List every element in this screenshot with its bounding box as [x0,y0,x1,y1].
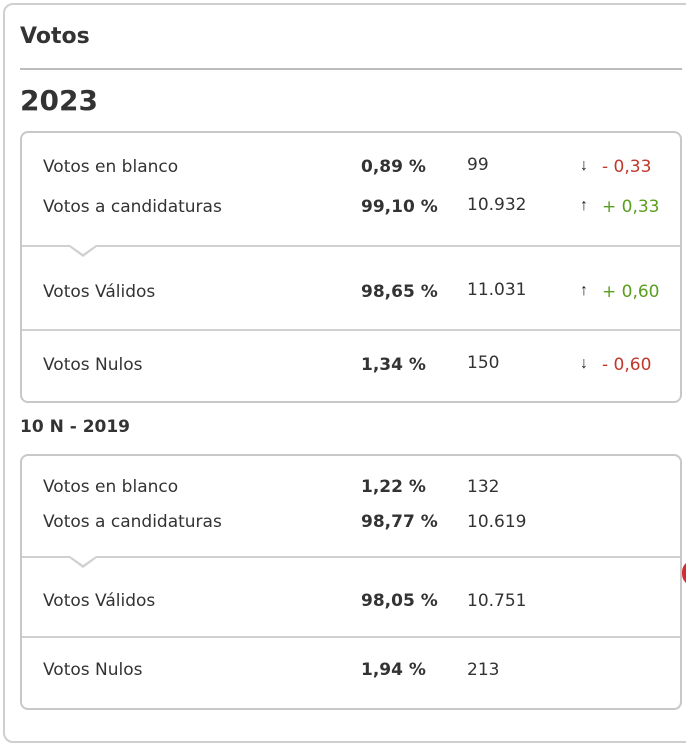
row-votos-validos: Votos Válidos 98,05 % 10.751 [22,587,680,617]
row-count: 150 [467,353,500,373]
row-votos-validos: Votos Válidos 98,65 % 11.031 ↑ + 0,60 [22,278,680,308]
row-label: Votos Válidos [43,591,156,611]
row-votos-en-blanco: Votos en blanco 0,89 % 99 ↓ - 0,33 [22,153,680,183]
row-votos-a-candidaturas: Votos a candidaturas 99,10 % 10.932 ↑ + … [22,193,680,223]
arrow-down-icon: ↓ [580,355,588,372]
row-votos-en-blanco: Votos en blanco 1,22 % 132 [22,473,680,503]
row-percentage: 99,10 % [361,197,438,217]
row-count: 10.619 [467,512,527,532]
row-votos-a-candidaturas: Votos a candidaturas 98,77 % 10.619 [22,508,680,538]
divider-notch [68,245,98,257]
row-divider [22,329,680,331]
row-label: Votos en blanco [43,477,179,497]
row-count: 10.932 [467,195,527,215]
row-difference: + 0,33 [602,197,660,217]
arrow-up-icon: ↑ [580,197,588,214]
row-count: 132 [467,477,500,497]
section-title-2023: 2023 [20,84,98,117]
row-percentage: 98,05 % [361,591,438,611]
red-circle-edge [682,560,686,586]
section-title-2019: 10 N - 2019 [20,417,131,437]
row-label: Votos a candidaturas [43,197,222,217]
row-percentage: 98,65 % [361,282,438,302]
row-count: 11.031 [467,280,527,300]
divider-notch [68,556,98,568]
row-difference: - 0,60 [602,355,652,375]
row-divider [22,245,680,247]
row-percentage: 1,34 % [361,355,426,375]
title-divider [20,68,682,70]
row-votos-nulos: Votos Nulos 1,94 % 213 [22,656,680,686]
row-votos-nulos: Votos Nulos 1,34 % 150 ↓ - 0,60 [22,351,680,381]
arrow-up-icon: ↑ [580,282,588,299]
row-percentage: 1,22 % [361,477,426,497]
row-count: 213 [467,660,500,680]
row-label: Votos Nulos [43,355,143,375]
row-label: Votos Válidos [43,282,156,302]
row-label: Votos en blanco [43,157,179,177]
row-difference: + 0,60 [602,282,660,302]
row-divider [22,636,680,638]
row-percentage: 98,77 % [361,512,438,532]
row-difference: - 0,33 [602,157,652,177]
row-label: Votos Nulos [43,660,143,680]
results-card-2023: Votos en blanco 0,89 % 99 ↓ - 0,33 Votos… [20,131,682,403]
results-card-2019: Votos en blanco 1,22 % 132 Votos a candi… [20,454,682,710]
panel-title: Votos [20,24,90,49]
row-count: 10.751 [467,591,527,611]
row-percentage: 1,94 % [361,660,426,680]
row-percentage: 0,89 % [361,157,426,177]
row-divider [22,556,680,558]
row-count: 99 [467,155,489,175]
arrow-down-icon: ↓ [580,157,588,174]
row-label: Votos a candidaturas [43,512,222,532]
